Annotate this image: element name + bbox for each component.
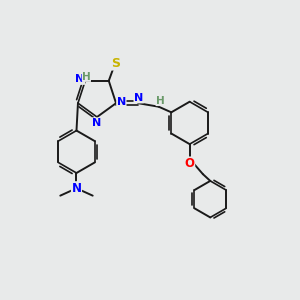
Text: N: N [92, 118, 102, 128]
Text: S: S [111, 57, 120, 70]
Text: N: N [134, 93, 143, 103]
Text: N: N [117, 97, 126, 107]
Text: N: N [71, 182, 82, 195]
Text: N: N [75, 74, 85, 84]
Text: O: O [185, 157, 195, 170]
Text: H: H [156, 96, 165, 106]
Text: H: H [82, 72, 91, 82]
